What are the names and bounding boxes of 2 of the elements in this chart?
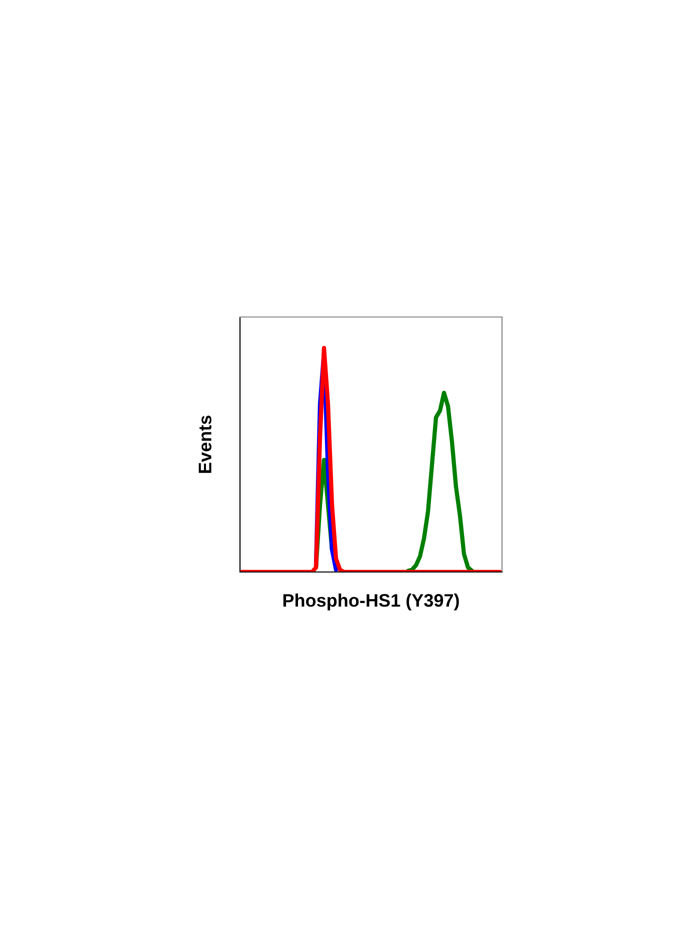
x-axis-title: Phospho-HS1 (Y397) (283, 594, 459, 610)
y-axis-title: Events (198, 416, 212, 473)
